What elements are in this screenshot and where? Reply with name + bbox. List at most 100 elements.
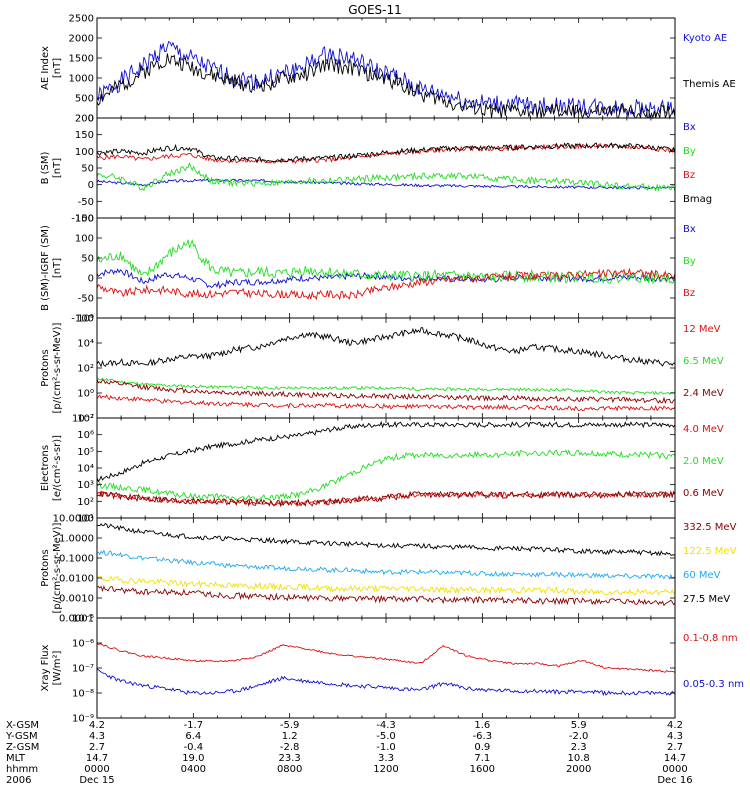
y-axis-label: [W/m²] — [52, 650, 63, 685]
y-tick-label: 200 — [75, 114, 94, 125]
y-axis-label: Protons — [40, 549, 51, 586]
x-row-label: MLT — [6, 753, 26, 764]
y-tick-label: 10⁻⁹ — [72, 714, 94, 725]
x-axis-value: 0000 — [84, 764, 109, 775]
panel-protons1: 10⁻² 10⁰ 10² 10⁴ 10⁶ Protons [p/(cm²-s-sr-MeV)… — [40, 314, 724, 425]
y-axis-label: [nT] — [52, 158, 63, 178]
series-line-protons1-1 — [96, 376, 676, 396]
x-axis-value: Dec 15 — [79, 775, 114, 786]
x-axis-value: 1.6 — [474, 720, 490, 731]
x-axis-value: 0800 — [277, 764, 302, 775]
legend-label: 27.5 MeV — [683, 594, 730, 605]
x-row-label: 2006 — [6, 775, 31, 786]
y-tick-label: 10³ — [77, 480, 94, 491]
series-line-bsm-2 — [96, 142, 676, 165]
y-tick-label: 2500 — [69, 14, 94, 25]
y-tick-label: 100 — [75, 234, 94, 245]
series-line-protons2-3 — [96, 522, 676, 557]
y-tick-label: 10⁻² — [72, 414, 94, 425]
y-tick-label: 1500 — [69, 54, 94, 65]
legend-label: Themis AE — [682, 79, 736, 90]
series-line-bsm-1 — [96, 162, 676, 192]
legend-label: By — [683, 146, 696, 157]
legend-label: 4.0 MeV — [683, 424, 724, 435]
panel-frame — [96, 517, 676, 619]
x-axis-value: 1.2 — [282, 731, 298, 742]
y-tick-label: -50 — [78, 294, 94, 305]
panel-xray: 10⁻⁹ 10⁻⁸ 10⁻⁷ 10⁻⁶ 10⁻⁵ Xray Flux [W/m²] 0.1-0… — [40, 614, 744, 725]
x-row-label: hhmm — [6, 764, 38, 775]
legend-label: By — [683, 256, 696, 267]
y-tick-label: 150 — [75, 130, 94, 141]
x-axis-value: 0000 — [662, 764, 687, 775]
legend-label: Bx — [683, 122, 696, 133]
series-line-protons1-2 — [96, 379, 676, 405]
legend-label: 6.5 MeV — [683, 356, 724, 367]
x-axis-value: 6.4 — [185, 731, 201, 742]
x-axis-value: 23.3 — [279, 753, 301, 764]
legend-label: 0.05-0.3 nm — [683, 679, 744, 690]
y-tick-label: 10⁴ — [77, 464, 94, 475]
x-axis-value: -2.0 — [569, 731, 589, 742]
legend-label: Bz — [683, 170, 695, 181]
figure-title: GOES-11 — [348, 3, 402, 17]
x-axis-value: 4.3 — [667, 731, 683, 742]
series-line-bsm-3 — [96, 142, 676, 164]
y-tick-label: 10⁷ — [77, 414, 94, 425]
y-tick-label: -100 — [71, 314, 94, 325]
y-tick-label: 10⁻⁶ — [72, 639, 94, 650]
y-tick-label: 150 — [75, 214, 94, 225]
y-tick-label: 0.0001 — [59, 614, 94, 625]
legend-label: Kyoto AE — [683, 33, 727, 44]
series-line-protons2-0 — [96, 585, 676, 607]
series-line-electrons-2 — [96, 490, 676, 508]
series-line-electrons-3 — [96, 420, 676, 483]
panel-frame — [96, 417, 676, 519]
x-axis-value: 1200 — [373, 764, 398, 775]
x-axis-value: 10.8 — [568, 753, 590, 764]
series-line-electrons-1 — [96, 449, 676, 502]
legend-label: 0.1-0.8 nm — [683, 633, 738, 644]
x-axis-value: -5.9 — [280, 720, 300, 731]
y-tick-label: 10² — [77, 497, 94, 508]
y-tick-label: 10⁴ — [77, 339, 94, 350]
series-line-protons2-2 — [97, 549, 676, 580]
y-axis-label: [p/(cm²-s-sr-MeV)] — [52, 522, 63, 613]
x-axis-value: -1.0 — [376, 742, 396, 753]
x-axis-value: -0.4 — [184, 742, 204, 753]
x-axis-value: 5.9 — [571, 720, 587, 731]
series-line-xray-0 — [96, 643, 676, 673]
series-line-protons1-3 — [96, 327, 676, 368]
y-axis-label: Electrons — [40, 445, 51, 491]
x-axis-value: -1.7 — [184, 720, 204, 731]
y-axis-label: Xray Flux — [40, 644, 51, 691]
y-tick-label: 1.0000 — [59, 534, 94, 545]
panel-frame — [96, 217, 676, 319]
x-axis-value: 0.9 — [474, 742, 490, 753]
panel-frame — [96, 617, 676, 719]
x-axis-value: -6.3 — [473, 731, 493, 742]
y-tick-label: 0.0010 — [59, 594, 94, 605]
panel-electrons: 10¹ 10² 10³ 10⁴ 10⁵ 10⁶ 10⁷ Electrons [e/(cm²-s-… — [40, 414, 724, 525]
legend-label: 2.0 MeV — [683, 456, 724, 467]
x-axis-value: 7.1 — [474, 753, 490, 764]
y-tick-label: 10⁵ — [77, 447, 94, 458]
x-axis-value: -5.0 — [376, 731, 396, 742]
legend-label: Bz — [683, 288, 695, 299]
y-axis-label: [nT] — [52, 258, 63, 278]
y-tick-label: 10⁻⁵ — [72, 614, 94, 625]
x-axis-value: 2.7 — [667, 742, 683, 753]
x-axis-table: X-GSMY-GSMZ-GSMMLThhmm20064.24.32.714.70… — [5, 720, 693, 786]
panel-frame — [96, 17, 676, 119]
y-tick-label: 1000 — [69, 74, 94, 85]
series-line-bsm-0 — [96, 178, 676, 190]
y-axis-label: B (SM)-IGRF (SM) — [40, 225, 51, 311]
panel-bsm: -100 -50 0 50 100 150 200 B (SM) [nT] Bx By Bz Bmag — [40, 114, 712, 225]
y-tick-label: 50 — [81, 164, 94, 175]
x-axis-value: 4.3 — [89, 731, 105, 742]
x-axis-value: 1600 — [470, 764, 495, 775]
x-axis-value: -4.3 — [376, 720, 396, 731]
y-tick-label: 0 — [88, 274, 94, 285]
